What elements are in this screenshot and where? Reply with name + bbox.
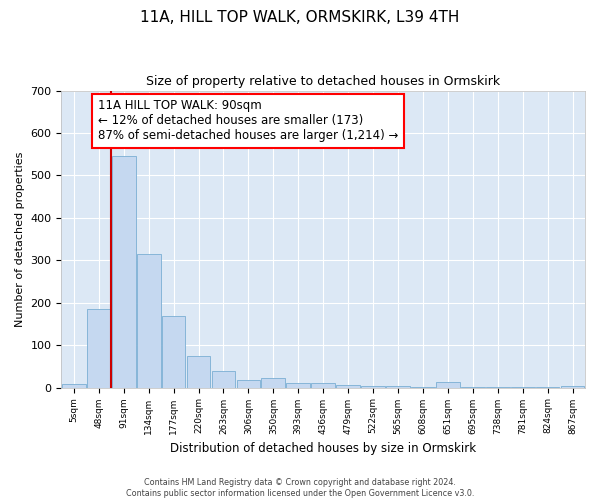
Text: 11A HILL TOP WALK: 90sqm
← 12% of detached houses are smaller (173)
87% of semi-: 11A HILL TOP WALK: 90sqm ← 12% of detach… xyxy=(98,100,398,142)
Bar xyxy=(461,386,485,388)
Bar xyxy=(212,370,235,388)
Bar xyxy=(112,156,136,388)
X-axis label: Distribution of detached houses by size in Ormskirk: Distribution of detached houses by size … xyxy=(170,442,476,455)
Bar xyxy=(486,386,509,388)
Bar xyxy=(361,386,385,388)
Bar xyxy=(262,378,285,388)
Text: 11A, HILL TOP WALK, ORMSKIRK, L39 4TH: 11A, HILL TOP WALK, ORMSKIRK, L39 4TH xyxy=(140,10,460,25)
Bar xyxy=(137,254,161,388)
Bar xyxy=(311,384,335,388)
Bar xyxy=(187,356,211,388)
Bar xyxy=(336,386,360,388)
Y-axis label: Number of detached properties: Number of detached properties xyxy=(15,152,25,327)
Bar xyxy=(162,316,185,388)
Bar xyxy=(436,382,460,388)
Bar xyxy=(386,386,410,388)
Bar xyxy=(411,386,435,388)
Text: Contains HM Land Registry data © Crown copyright and database right 2024.
Contai: Contains HM Land Registry data © Crown c… xyxy=(126,478,474,498)
Bar xyxy=(87,309,110,388)
Bar xyxy=(286,383,310,388)
Bar xyxy=(236,380,260,388)
Title: Size of property relative to detached houses in Ormskirk: Size of property relative to detached ho… xyxy=(146,75,500,88)
Bar xyxy=(560,386,584,388)
Bar xyxy=(62,384,86,388)
